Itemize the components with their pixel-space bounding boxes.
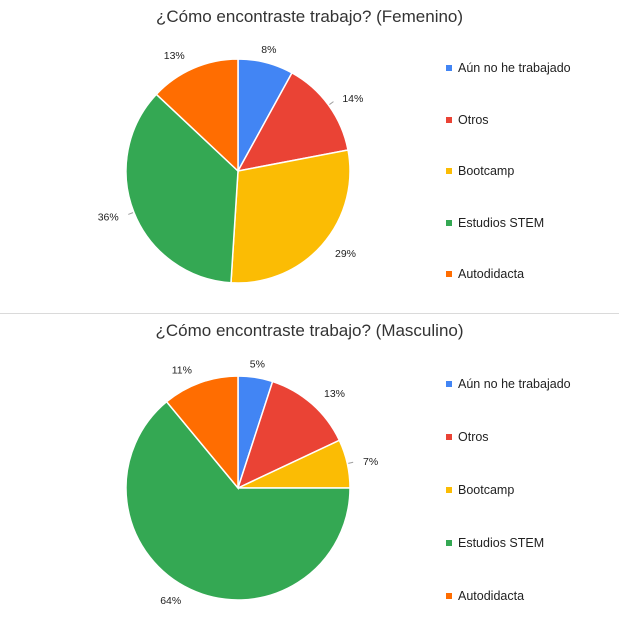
slice-label-stem: 64% (160, 595, 181, 607)
label-leader-line (329, 101, 334, 105)
legend-swatch (446, 381, 452, 387)
slice-label-aun: 8% (261, 44, 276, 56)
pie-slice-bootcamp (230, 149, 351, 284)
chart-masculino: ¿Cómo encontraste trabajo? (Masculino) 5… (0, 314, 619, 631)
legend-label: Autodidacta (458, 589, 525, 603)
legend-item-otros: Otros (446, 429, 489, 445)
legend-label: Bootcamp (458, 164, 515, 178)
label-leader-line (348, 461, 354, 464)
legend-item-bootcamp: Bootcamp (446, 163, 514, 179)
slice-label-otros: 14% (342, 93, 363, 105)
legend-swatch (446, 434, 452, 440)
legend-swatch (446, 540, 452, 546)
legend-swatch (446, 116, 452, 123)
legend-item-stem: Estudios STEM (446, 535, 544, 551)
slice-label-bootcamp: 7% (363, 456, 378, 468)
slice-label-autodidacta: 11% (172, 364, 192, 376)
legend-label: Otros (458, 430, 489, 444)
legend-item-otros: Otros (446, 112, 489, 128)
label-leader-line (128, 212, 134, 215)
legend-item-aun: Aún no he trabajado (446, 376, 571, 392)
chart-title: ¿Cómo encontraste trabajo? (Femenino) (155, 7, 464, 26)
legend-label: Estudios STEM (458, 536, 545, 550)
chart-femenino: ¿Cómo encontraste trabajo? (Femenino) 8%… (0, 0, 619, 313)
slice-label-bootcamp: 29% (335, 248, 356, 260)
legend-item-bootcamp: Bootcamp (446, 482, 514, 498)
pie-slice-stem (125, 93, 239, 284)
legend-swatch (446, 271, 452, 277)
legend-label: Aún no he trabajado (458, 377, 571, 391)
legend-label: Bootcamp (458, 483, 515, 497)
legend-label: Otros (458, 112, 489, 127)
pie-slice-autodidacta (155, 58, 239, 173)
pie-slice-autodidacta (165, 375, 239, 491)
divider (0, 313, 619, 314)
legend-item-aun: Aún no he trabajado (446, 60, 571, 76)
legend-item-autodidacta: Autodidacta (446, 588, 524, 604)
pie-chart-masculino: 5% 13% 7% 64% 11% (125, 359, 378, 607)
slice-label-aun: 5% (250, 359, 265, 371)
legend-label: Autodidacta (458, 267, 525, 281)
slice-label-autodidacta: 13% (164, 50, 185, 62)
legend-item-autodidacta: Autodidacta (446, 266, 524, 282)
legend-label: Estudios STEM (458, 215, 545, 230)
legend-item-stem: Estudios STEM (446, 215, 544, 231)
pie-chart-femenino: 8% 14% 29% 36% 13% (98, 44, 363, 284)
legend-swatch (446, 65, 452, 71)
legend-label: Aún no he trabajado (458, 61, 571, 75)
legend-swatch (446, 168, 452, 174)
chart-title: ¿Cómo encontraste trabajo? (Masculino) (155, 321, 464, 340)
pie-slice-stem (125, 400, 351, 601)
slice-label-stem: 36% (98, 212, 119, 224)
slice-label-otros: 13% (324, 388, 345, 400)
legend-swatch (446, 219, 452, 226)
pie-slice-otros (236, 380, 341, 490)
pie-slice-otros (236, 71, 349, 173)
legend-swatch (446, 593, 452, 599)
legend-swatch (446, 487, 452, 493)
